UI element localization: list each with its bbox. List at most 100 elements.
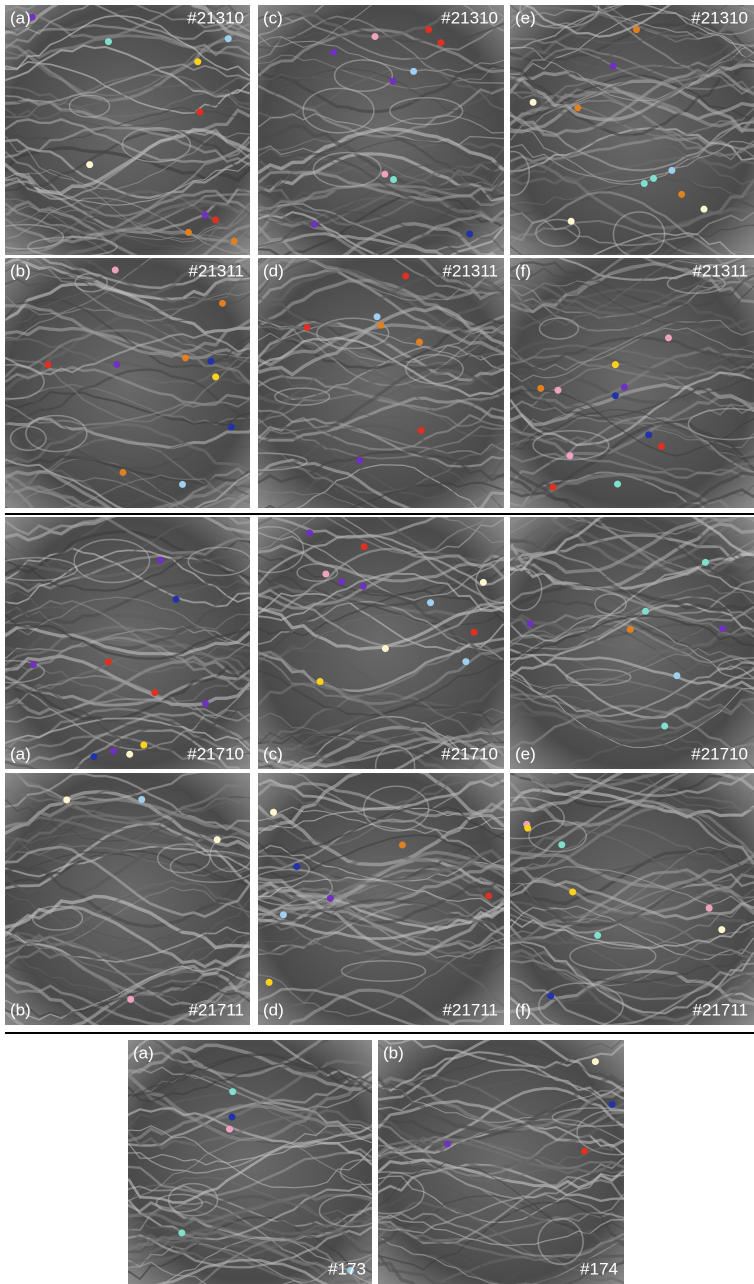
- feature-dot: [127, 996, 134, 1003]
- panel: (c) #21310: [248, 0, 514, 285]
- feature-dot: [658, 443, 665, 450]
- panel-label: (f): [515, 261, 531, 280]
- feature-dot: [418, 427, 425, 434]
- feature-dot: [480, 579, 487, 586]
- feature-dot: [202, 212, 209, 219]
- feature-dot: [399, 841, 406, 848]
- feature-dot: [641, 180, 648, 187]
- feature-dot: [594, 932, 601, 939]
- feature-dot: [614, 481, 621, 488]
- feature-dot: [172, 596, 179, 603]
- feature-dot: [390, 176, 397, 183]
- feature-dot: [105, 38, 112, 45]
- frame-number: #21311: [693, 261, 748, 280]
- feature-dot: [621, 383, 628, 390]
- feature-dot: [140, 741, 147, 748]
- feature-dot: [91, 753, 98, 760]
- feature-dot: [338, 578, 345, 585]
- panel-label: (d): [263, 261, 284, 280]
- panel: (a)#21710: [0, 500, 260, 796]
- feature-dot: [642, 608, 649, 615]
- feature-dot: [416, 339, 423, 346]
- feature-dot: [471, 629, 478, 636]
- feature-dot: [612, 361, 619, 368]
- feature-dot: [592, 1058, 599, 1065]
- feature-dot: [185, 229, 192, 236]
- panel: (b)#21311: [0, 227, 260, 542]
- feature-dot: [151, 689, 158, 696]
- feature-dot: [530, 99, 537, 106]
- feature-dot: [105, 658, 112, 665]
- feature-dot: [229, 1088, 236, 1095]
- feature-dot: [612, 392, 619, 399]
- frame-number: #21711: [443, 1000, 498, 1019]
- feature-dot: [231, 238, 238, 245]
- feature-dot: [410, 68, 417, 75]
- feature-dot: [196, 108, 203, 115]
- feature-dot: [303, 324, 310, 331]
- feature-dot: [650, 175, 657, 182]
- feature-dot: [225, 35, 232, 42]
- panel-label: (c): [263, 8, 283, 27]
- panel-label: (c): [263, 744, 283, 763]
- feature-dot: [425, 26, 432, 33]
- feature-dot: [356, 457, 363, 464]
- feature-dot: [574, 104, 581, 111]
- feature-dot: [194, 58, 201, 65]
- frame-number: #21311: [189, 261, 244, 280]
- feature-dot: [311, 221, 318, 228]
- panel: (d)#21711: [233, 753, 514, 1052]
- feature-dot: [719, 625, 726, 632]
- feature-dot: [45, 361, 52, 368]
- frame-number: #21710: [691, 744, 748, 763]
- feature-dot: [229, 1114, 236, 1121]
- feature-dot: [374, 313, 381, 320]
- feature-dot: [558, 841, 565, 848]
- panel: (d) #21311: [221, 229, 514, 524]
- frame-number: #21310: [187, 8, 244, 27]
- frame-number: #21311: [443, 261, 498, 280]
- frame-number: #174: [580, 1259, 618, 1278]
- panel: (e) #21310: [496, 0, 754, 282]
- frame-number: #21310: [441, 8, 498, 27]
- feature-dot: [524, 825, 531, 832]
- feature-dot: [322, 571, 329, 578]
- feature-dot: [581, 1148, 588, 1155]
- feature-dot: [537, 385, 544, 392]
- feature-dot: [718, 926, 725, 933]
- figure: (a)#21310(c)#21310(e)#21310(b)#21311(d)#…: [0, 0, 754, 1284]
- feature-dot: [306, 529, 313, 536]
- panel-label: (a): [10, 744, 31, 763]
- feature-dot: [126, 751, 133, 758]
- feature-dot: [178, 1229, 185, 1236]
- feature-dot: [266, 979, 273, 986]
- feature-dot: [527, 620, 534, 627]
- frame-number: #21310: [691, 8, 748, 27]
- feature-dot: [327, 895, 334, 902]
- feature-dot: [207, 358, 214, 365]
- feature-dot: [706, 905, 713, 912]
- feature-dot: [372, 33, 379, 40]
- feature-dot: [550, 484, 557, 491]
- frame-number: #173: [328, 1259, 366, 1278]
- feature-dot: [555, 387, 562, 394]
- feature-dot: [280, 911, 287, 918]
- feature-dot: [317, 678, 324, 685]
- panel: (a)#21310: [0, 0, 260, 265]
- feature-dot: [86, 161, 93, 168]
- feature-dot: [444, 1140, 451, 1147]
- feature-dot: [157, 557, 164, 564]
- feature-dot: [569, 888, 576, 895]
- feature-dot: [219, 300, 226, 307]
- panel-label: (f): [515, 1000, 531, 1019]
- feature-dot: [701, 206, 708, 213]
- feature-dot: [330, 49, 337, 56]
- panel-label: (e): [515, 8, 536, 27]
- frame-number: #21711: [189, 1000, 244, 1019]
- feature-dot: [226, 1126, 233, 1133]
- feature-dot: [361, 543, 368, 550]
- feature-dot: [645, 431, 652, 438]
- feature-dot: [668, 167, 675, 174]
- feature-dot: [212, 216, 219, 223]
- feature-dot: [547, 992, 554, 999]
